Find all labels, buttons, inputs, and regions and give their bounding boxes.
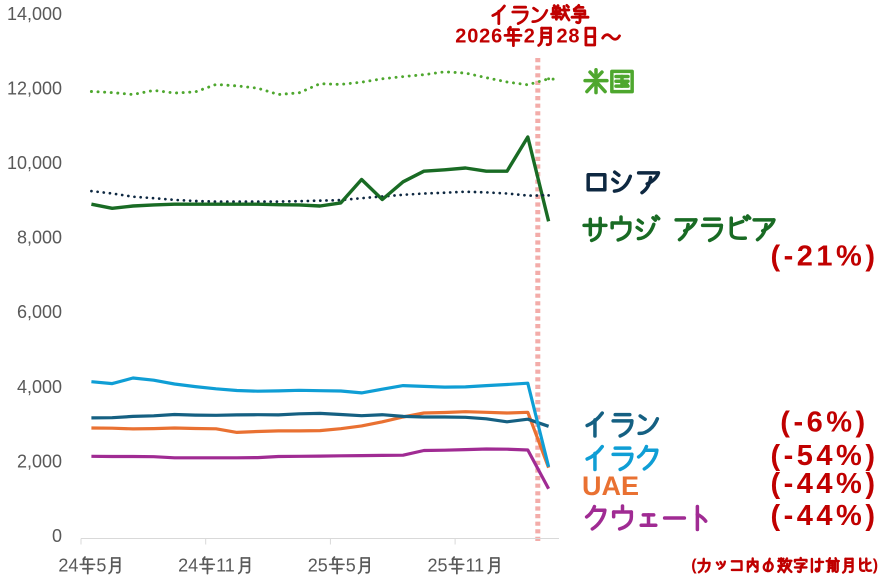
svg-text:14,000: 14,000 — [7, 4, 62, 24]
svg-text:11: 11 — [466, 556, 485, 576]
svg-text:UAE: UAE — [582, 471, 639, 501]
svg-text:4,000: 4,000 — [17, 377, 62, 397]
svg-text:2,000: 2,000 — [17, 451, 62, 471]
svg-text:25: 25 — [428, 556, 448, 576]
svg-text:(-6%): (-6%) — [780, 407, 868, 439]
svg-text:0: 0 — [52, 526, 62, 546]
svg-text:11: 11 — [216, 556, 235, 576]
svg-text:25: 25 — [308, 556, 328, 576]
svg-text:6,000: 6,000 — [17, 302, 62, 322]
svg-text:10,000: 10,000 — [7, 153, 62, 173]
svg-text:12,000: 12,000 — [7, 78, 62, 98]
svg-text:(-44%): (-44%) — [770, 500, 878, 532]
svg-text:(: ( — [691, 557, 697, 574]
svg-text:(-21%): (-21%) — [770, 241, 878, 273]
svg-text:(-54%): (-54%) — [770, 440, 878, 472]
svg-text:5: 5 — [346, 556, 356, 576]
svg-text:5: 5 — [96, 556, 106, 576]
svg-text:28: 28 — [557, 26, 581, 48]
svg-text:(-44%): (-44%) — [770, 468, 878, 500]
svg-text:24: 24 — [178, 556, 198, 576]
svg-text:): ) — [873, 557, 878, 574]
svg-text:8,000: 8,000 — [17, 228, 62, 248]
svg-text:2: 2 — [524, 26, 536, 48]
svg-text:24: 24 — [58, 556, 78, 576]
svg-text:2026: 2026 — [455, 26, 503, 48]
